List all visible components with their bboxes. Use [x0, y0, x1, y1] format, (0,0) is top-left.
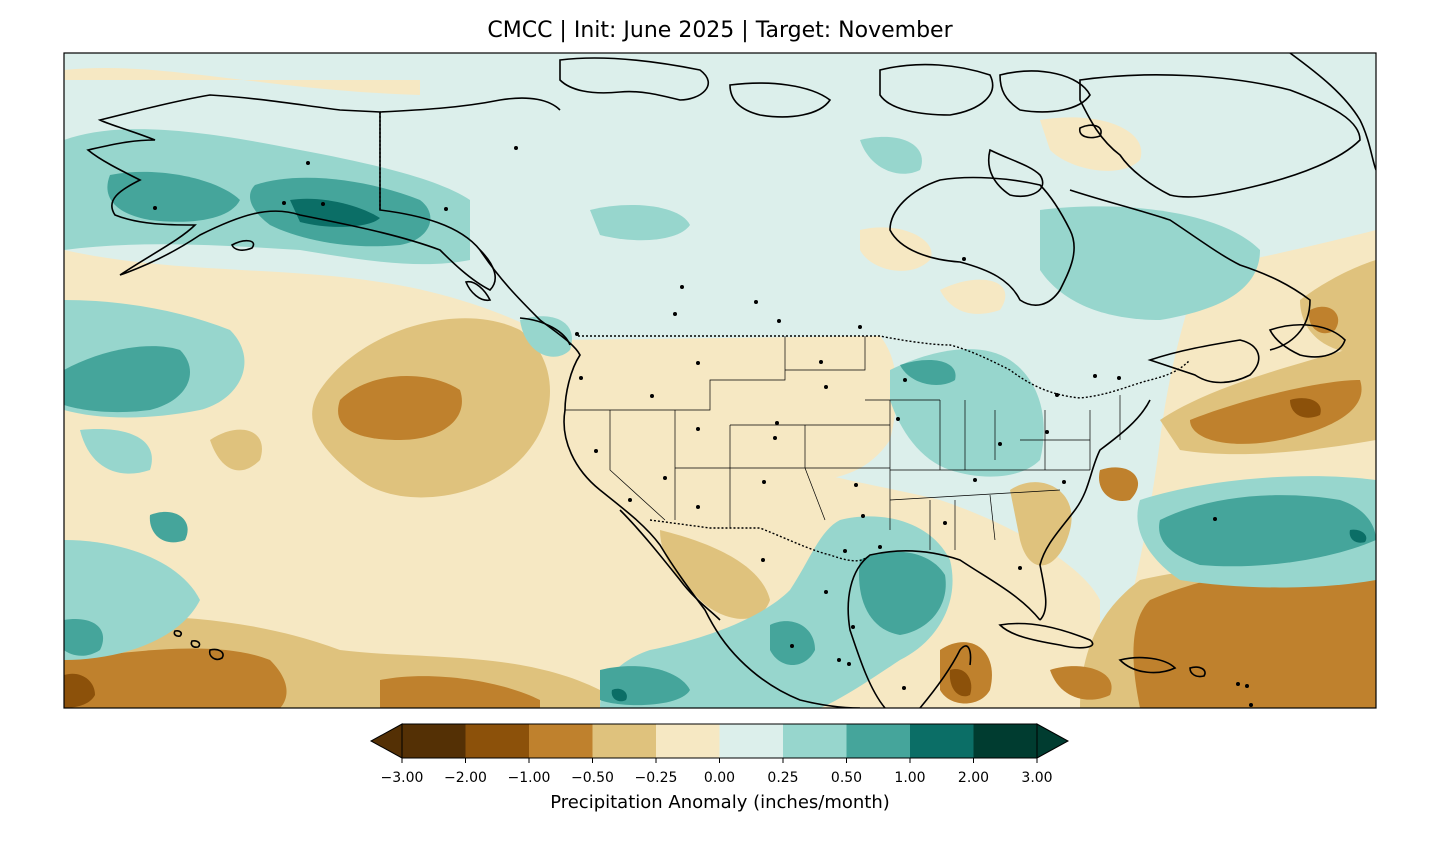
- colorbar-swatch: [910, 724, 974, 758]
- colorbar-tick-label: −2.00: [444, 770, 487, 786]
- colorbar-swatch: [973, 724, 1038, 758]
- colorbar-extend-low: [369, 723, 403, 759]
- colorbar-tick-label: 0.50: [830, 770, 863, 786]
- colorbar-tick-label: 0.00: [703, 770, 736, 786]
- colorbar-tick-label: −0.50: [571, 770, 614, 786]
- colorbar-tick-label: 2.00: [957, 770, 990, 786]
- colorbar-tick-label: 1.00: [894, 770, 926, 786]
- colorbar-swatch: [656, 724, 720, 758]
- colorbar-swatch: [719, 724, 784, 758]
- colorbar-swatch: [529, 724, 593, 758]
- colorbar-swatch: [783, 724, 847, 758]
- colorbar-tick-label: 0.25: [767, 770, 799, 786]
- colorbar-extend-high: [1036, 723, 1070, 759]
- colorbar-swatch: [592, 724, 657, 758]
- coastlines: [86, 53, 1376, 708]
- map-frame: [63, 52, 1377, 709]
- precipitation-field: [64, 53, 1376, 708]
- colorbar-tick-label: −0.25: [634, 770, 678, 786]
- colorbar-swatch: [402, 724, 466, 758]
- colorbar-tick-label: −1.00: [507, 770, 551, 786]
- colorbar: [369, 723, 1070, 763]
- colorbar-tick-label: 3.00: [1021, 770, 1053, 786]
- map-title: CMCC | Init: June 2025 | Target: Novembe…: [487, 18, 953, 43]
- station-dots: [153, 146, 1253, 707]
- colorbar-swatch: [465, 724, 530, 758]
- borders: [379, 112, 1191, 562]
- colorbar-tick-label: −3.00: [380, 770, 424, 786]
- colorbar-label: Precipitation Anomaly (inches/month): [550, 792, 890, 813]
- colorbar-swatch: [846, 724, 911, 758]
- state-lines: [565, 336, 1121, 550]
